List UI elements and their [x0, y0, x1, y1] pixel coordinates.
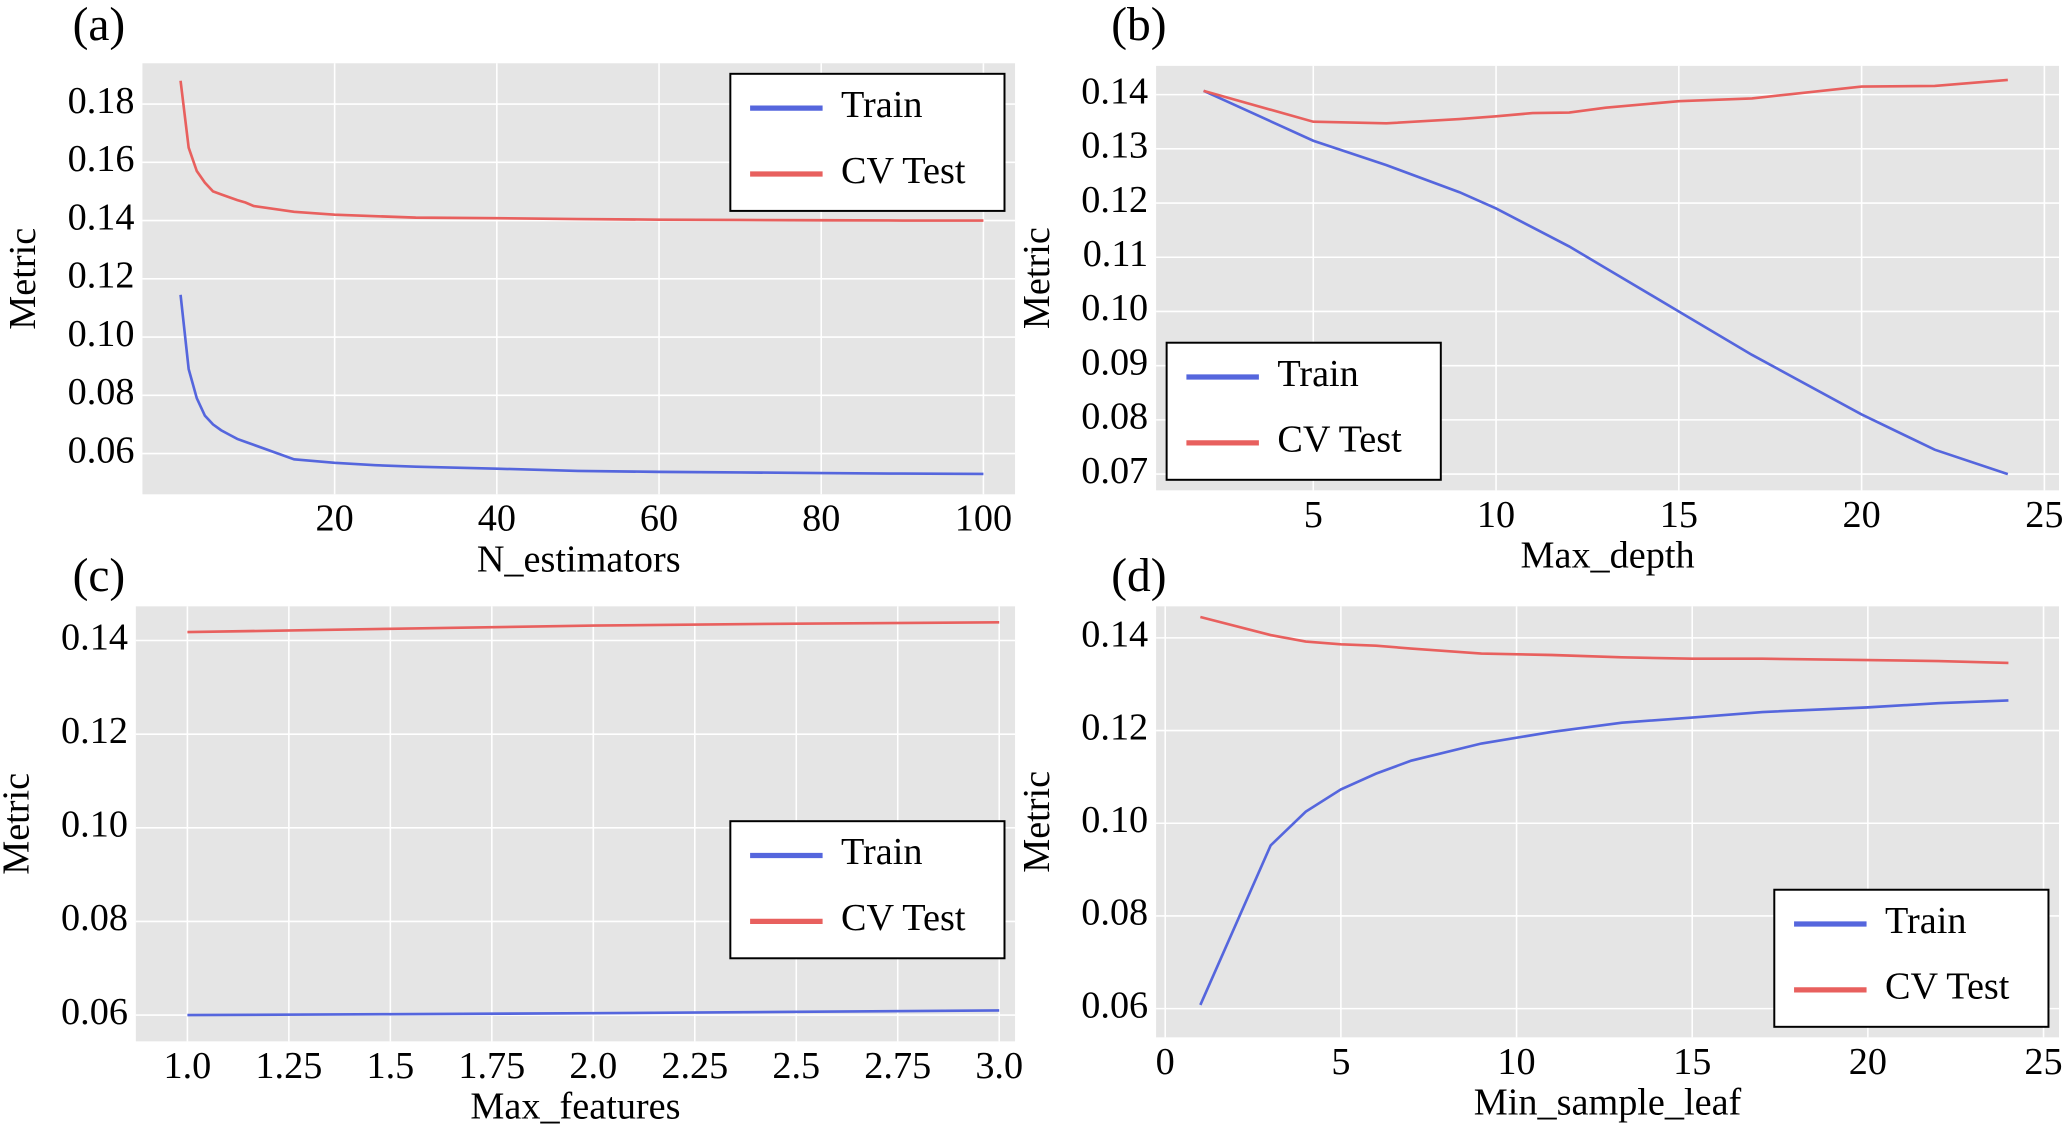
y-tick-label: 0.08	[68, 371, 135, 413]
panel-label: (d)	[1111, 550, 1166, 602]
x-tick-label: 2.0	[569, 1045, 617, 1087]
legend-label: Train	[1885, 900, 1966, 942]
legend-label: Train	[1277, 353, 1358, 395]
legend-label: CV Test	[841, 897, 966, 939]
x-tick-label: 10	[1477, 494, 1515, 536]
x-tick-label: 1.75	[458, 1045, 525, 1087]
y-tick-label: 0.12	[61, 710, 128, 752]
y-tick-label: 0.10	[1081, 799, 1148, 841]
y-tick-label: 0.10	[61, 804, 128, 846]
x-axis-label: N_estimators	[477, 539, 681, 581]
x-axis-label: Min_sample_leaf	[1474, 1082, 1742, 1124]
x-tick-label: 2.25	[661, 1045, 728, 1087]
y-tick-label: 0.06	[61, 991, 128, 1033]
legend-box	[729, 820, 1006, 960]
x-tick-label: 15	[1673, 1041, 1711, 1083]
panel-label: (c)	[73, 550, 126, 602]
y-tick-label: 0.10	[68, 313, 135, 355]
legend-box	[1165, 341, 1442, 481]
x-tick-label: 20	[1849, 1041, 1887, 1083]
x-tick-label: 1.0	[164, 1045, 212, 1087]
legend-label: Train	[841, 84, 922, 126]
y-tick-label: 0.06	[1081, 984, 1148, 1026]
x-tick-label: 5	[1304, 494, 1323, 536]
y-tick-label: 0.18	[68, 80, 135, 122]
series-line	[1203, 78, 2008, 125]
y-tick-label: 0.08	[1081, 396, 1148, 438]
x-axis-label: Max_features	[470, 1086, 680, 1127]
x-tick-label: 100	[955, 498, 1012, 540]
y-tick-label: 0.11	[1083, 233, 1148, 275]
x-tick-label: 0	[1156, 1041, 1175, 1083]
legend-box	[1773, 888, 2050, 1028]
series-line	[179, 80, 984, 222]
legend-label: CV Test	[1885, 966, 2010, 1008]
y-tick-label: 0.10	[1081, 287, 1148, 329]
x-tick-label: 80	[802, 498, 840, 540]
y-axis-label: Metric	[1016, 771, 1058, 873]
y-axis-label: Metric	[0, 773, 38, 875]
y-tick-label: 0.12	[1081, 179, 1148, 221]
x-axis-label: Max_depth	[1521, 535, 1695, 577]
x-tick-label: 15	[1660, 494, 1698, 536]
series-line	[1199, 699, 2009, 1006]
y-tick-label: 0.16	[68, 138, 135, 180]
y-tick-label: 0.09	[1081, 341, 1148, 383]
x-tick-label: 2.5	[772, 1045, 820, 1087]
y-tick-label: 0.14	[68, 196, 135, 238]
x-tick-label: 40	[478, 498, 516, 540]
y-tick-label: 0.12	[68, 255, 135, 297]
y-tick-label: 0.12	[1081, 706, 1148, 748]
x-tick-label: 60	[640, 498, 678, 540]
x-tick-label: 10	[1497, 1041, 1535, 1083]
series-line	[187, 1009, 1000, 1017]
series-line	[179, 294, 984, 476]
x-tick-label: 20	[316, 498, 354, 540]
y-tick-label: 0.08	[61, 897, 128, 939]
x-tick-label: 5	[1331, 1041, 1350, 1083]
x-tick-label: 3.0	[975, 1045, 1023, 1087]
y-axis-label: Metric	[1016, 227, 1058, 329]
y-tick-label: 0.08	[1081, 892, 1148, 934]
y-tick-label: 0.14	[61, 616, 128, 658]
y-tick-label: 0.14	[1081, 614, 1148, 656]
x-tick-label: 2.75	[864, 1045, 931, 1087]
legend-label: CV Test	[841, 150, 966, 192]
y-tick-label: 0.13	[1081, 125, 1148, 167]
legend-label: Train	[841, 831, 922, 873]
y-tick-label: 0.14	[1081, 70, 1148, 112]
x-tick-label: 20	[1842, 494, 1880, 536]
y-tick-label: 0.06	[68, 429, 135, 471]
series-line	[1203, 89, 2009, 476]
x-tick-label: 25	[2024, 1041, 2062, 1083]
x-tick-label: 1.5	[366, 1045, 414, 1087]
legend-box	[729, 72, 1006, 212]
x-tick-label: 1.25	[255, 1045, 322, 1087]
panel-label: (b)	[1111, 0, 1166, 51]
series-line	[1200, 615, 2009, 665]
y-axis-label: Metric	[2, 228, 44, 330]
x-tick-label: 25	[2025, 494, 2063, 536]
legend-label: CV Test	[1277, 419, 1402, 461]
series-line	[187, 620, 1000, 634]
y-tick-label: 0.07	[1081, 450, 1148, 492]
panel-label: (a)	[73, 0, 126, 51]
